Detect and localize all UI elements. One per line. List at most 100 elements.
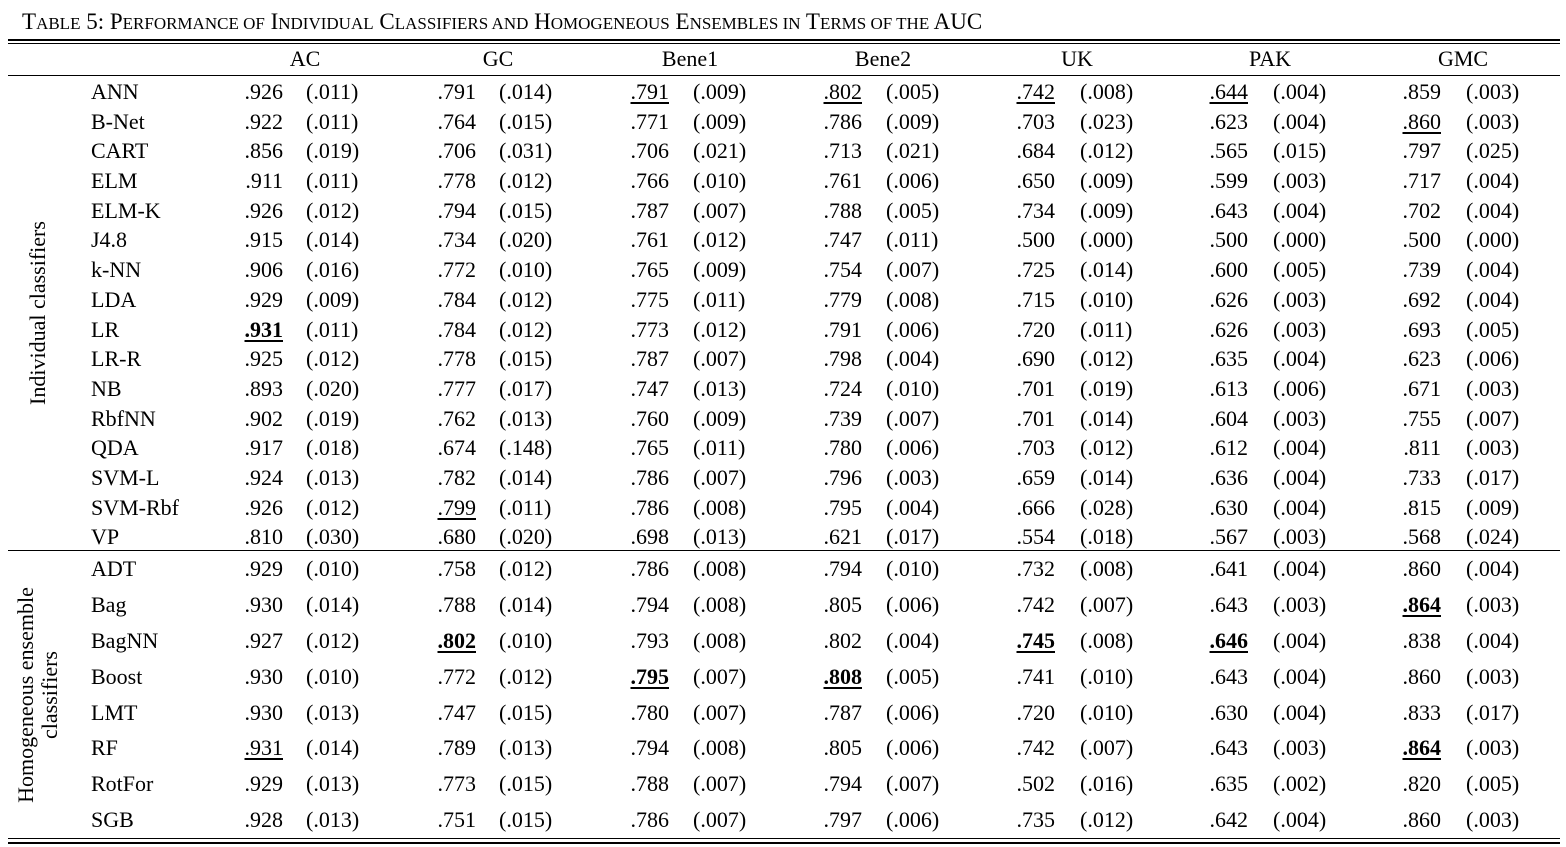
auc-value: .772 <box>433 255 477 285</box>
auc-std-dev: (.003) <box>1466 663 1520 689</box>
auc-value-text: .698 <box>630 524 670 550</box>
auc-std-dev: (.020) <box>499 524 553 550</box>
auc-value: .761 <box>819 166 863 196</box>
auc-value-text: .502 <box>1016 771 1056 797</box>
auc-value: .864 <box>1398 730 1442 766</box>
auc-value-text: .755 <box>1402 405 1442 431</box>
auc-std-dev: (.014) <box>499 79 553 104</box>
auc-std-dev: (.006) <box>886 807 940 833</box>
auc-std-dev: (.028) <box>1080 494 1134 520</box>
auc-value-text: .643 <box>1209 591 1249 617</box>
auc-value-text: .741 <box>1016 663 1056 689</box>
auc-value: .701 <box>1012 404 1056 434</box>
auc-value-text: .630 <box>1209 494 1249 520</box>
auc-std-dev: (.005) <box>1273 257 1327 283</box>
auc-value: .713 <box>819 136 863 166</box>
auc-value: .626 <box>1205 285 1249 315</box>
auc-value-text: .927 <box>244 627 284 653</box>
auc-std-dev: (.017) <box>1466 699 1520 725</box>
auc-std-dev: (.148) <box>499 435 553 461</box>
auc-std-dev: (.012) <box>499 168 553 194</box>
auc-value-text: .860 <box>1402 556 1442 581</box>
auc-value-text: .917 <box>244 435 284 461</box>
auc-value-text: .706 <box>630 138 670 164</box>
auc-std-dev: (.014) <box>1080 405 1134 431</box>
auc-value-text: .796 <box>823 464 863 490</box>
auc-value: .860 <box>1398 659 1442 695</box>
auc-value: .786 <box>819 107 863 137</box>
auc-value: .780 <box>626 695 670 731</box>
auc-std-dev: (.012) <box>306 197 360 223</box>
auc-std-dev: (.007) <box>1080 735 1134 761</box>
row-classifier-name: LMT <box>91 699 138 725</box>
auc-value-text: .715 <box>1016 286 1056 312</box>
auc-value: .751 <box>433 802 477 838</box>
auc-value-text: .926 <box>244 79 284 104</box>
auc-value-text: .794 <box>823 556 863 581</box>
auc-value-text: .833 <box>1402 699 1442 725</box>
auc-value: .786 <box>626 493 670 523</box>
caption-part: OMOGENEOUS <box>550 14 670 33</box>
auc-value-text: .613 <box>1209 375 1249 401</box>
auc-value-text: .626 <box>1209 286 1249 312</box>
auc-std-dev: (.006) <box>1273 375 1327 401</box>
table-row: SVM-L .924 (.013) .782 (.014) .786 (.007) .796 (… <box>0 463 1566 493</box>
auc-std-dev: (.007) <box>1080 591 1134 617</box>
auc-value-text: .794 <box>823 771 863 797</box>
auc-value-text: .856 <box>244 138 284 164</box>
auc-std-dev: (.012) <box>1080 435 1134 461</box>
auc-value: .734 <box>433 225 477 255</box>
auc-value: .604 <box>1205 404 1249 434</box>
auc-value: .747 <box>433 695 477 731</box>
auc-value: .500 <box>1012 225 1056 255</box>
auc-std-dev: (.007) <box>886 257 940 283</box>
auc-value: .856 <box>240 136 284 166</box>
auc-value: .811 <box>1398 433 1441 463</box>
auc-std-dev: (.009) <box>306 286 360 312</box>
auc-value-text: .568 <box>1402 524 1442 550</box>
auc-value: .902 <box>240 404 284 434</box>
row-classifier-name: VP <box>91 524 120 550</box>
auc-value-text: .930 <box>244 591 284 617</box>
auc-std-dev: (.015) <box>499 197 553 223</box>
table-row: SGB .928 (.013) .751 (.015) .786 (.007) .797 (.0… <box>0 802 1566 838</box>
auc-std-dev: (.014) <box>499 464 553 490</box>
auc-value: .802 <box>433 623 477 659</box>
auc-value: .778 <box>433 166 477 196</box>
auc-value: .703 <box>1012 107 1056 137</box>
auc-value-text: .797 <box>1402 138 1442 164</box>
auc-value-text: .751 <box>437 807 477 833</box>
row-classifier-name: CART <box>91 138 149 164</box>
auc-std-dev: (.030) <box>306 524 360 550</box>
auc-value-text: .797 <box>823 807 863 833</box>
auc-value-text: .864 <box>1402 735 1442 761</box>
auc-value: .815 <box>1398 493 1442 523</box>
auc-std-dev: (.002) <box>1273 771 1327 797</box>
auc-value-text: .931 <box>244 316 284 342</box>
auc-value-text: .567 <box>1209 524 1249 550</box>
auc-std-dev: (.007) <box>886 771 940 797</box>
auc-value: .623 <box>1205 107 1249 137</box>
auc-value-text: .864 <box>1402 591 1442 617</box>
auc-value: .762 <box>433 404 477 434</box>
row-classifier-name: RotFor <box>91 771 154 797</box>
auc-std-dev: (.010) <box>1080 663 1134 689</box>
auc-std-dev: (.009) <box>693 405 747 431</box>
auc-value: .915 <box>240 225 284 255</box>
auc-value: .787 <box>626 344 670 374</box>
auc-value: .810 <box>240 522 284 552</box>
auc-value: .859 <box>1398 77 1442 107</box>
auc-value: .741 <box>1012 659 1056 695</box>
auc-std-dev: (.019) <box>306 138 360 164</box>
auc-value-text: .739 <box>823 405 863 431</box>
caption-part: 5: P <box>80 9 123 34</box>
auc-std-dev: (.011) <box>306 79 359 104</box>
auc-value-text: .906 <box>244 257 284 283</box>
auc-value: .758 <box>433 551 477 587</box>
auc-value-text: .747 <box>823 227 863 253</box>
auc-std-dev: (.005) <box>1466 316 1520 342</box>
auc-value: .820 <box>1398 766 1442 802</box>
auc-value: .600 <box>1205 255 1249 285</box>
auc-value-text: .761 <box>630 227 670 253</box>
auc-value-text: .815 <box>1402 494 1442 520</box>
